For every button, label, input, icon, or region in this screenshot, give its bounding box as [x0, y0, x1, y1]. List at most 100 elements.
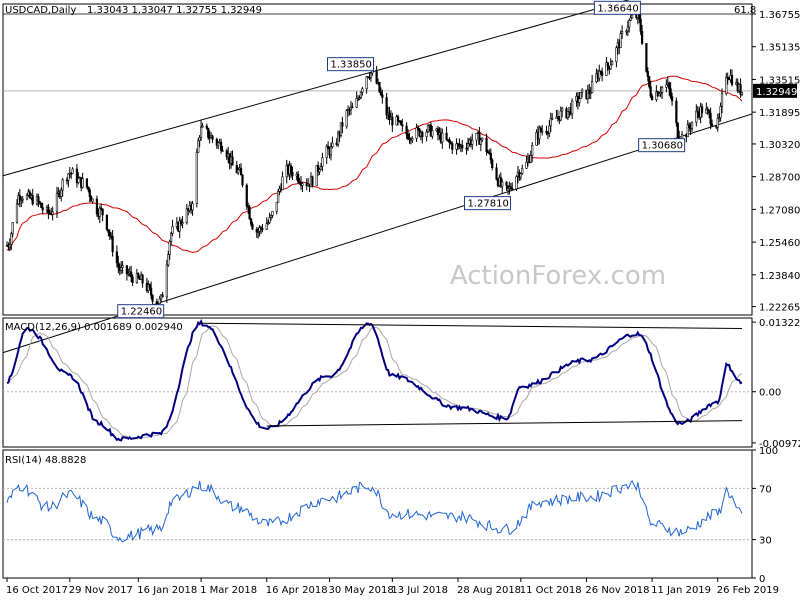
candle-body [237, 169, 240, 174]
candle-body [388, 112, 391, 120]
date-tick-label: 11 Oct 2018 [520, 585, 582, 596]
date-tick-label: 1 Mar 2018 [200, 585, 257, 596]
candle-body [211, 135, 214, 140]
candle-body [471, 139, 474, 145]
candle-body [688, 124, 691, 129]
date-tick-label: 16 Apr 2018 [266, 585, 328, 596]
candle-body [571, 100, 574, 115]
candle-body [406, 134, 410, 140]
candle-body [239, 167, 243, 176]
candle-body [151, 294, 154, 302]
candle-body [135, 273, 138, 284]
candle-body [545, 130, 548, 134]
candle-body [181, 222, 184, 225]
candle-body [539, 127, 542, 132]
rsi-tick-label: 100 [759, 446, 778, 457]
candle-body [660, 86, 664, 93]
candle-body [199, 126, 203, 138]
candle-body [405, 125, 408, 135]
candle-body [481, 137, 484, 141]
candle-body [281, 176, 284, 190]
candle-body [629, 17, 632, 21]
candle-body [486, 151, 490, 154]
candle-body [255, 228, 258, 233]
candle-body [355, 98, 358, 108]
date-tick-label: 26 Nov 2018 [585, 585, 649, 596]
candle-body [259, 227, 263, 229]
candle-body [297, 173, 300, 182]
candle-body [670, 96, 674, 102]
candle-body [421, 132, 424, 138]
candle-body [546, 132, 550, 135]
price-tick-label: 1.36755 [759, 10, 800, 21]
candle-body [171, 226, 174, 234]
candle-body [317, 165, 320, 172]
candle-body [415, 127, 418, 139]
candle-body [271, 211, 274, 216]
candle-body [319, 166, 323, 170]
candle-body [207, 127, 210, 138]
candle-body [201, 125, 204, 128]
candle-body [167, 254, 170, 266]
candle-body [706, 108, 709, 111]
candle-body [425, 131, 428, 138]
candle-body [658, 93, 661, 97]
candle-body [111, 236, 114, 253]
candle-body [98, 207, 101, 217]
candle-body [339, 122, 343, 136]
candle-body [695, 110, 698, 123]
candle-body [598, 70, 601, 79]
candle-body [245, 184, 248, 207]
candle-body [615, 47, 618, 62]
rsi-title: RSI(14) 48.8828 [5, 455, 86, 466]
fib-label: 61.8 [734, 5, 756, 16]
candle-body [265, 223, 268, 230]
candle-body [521, 167, 524, 174]
candle-body [676, 122, 679, 138]
macd-tick-label: -0.009721 [759, 439, 800, 450]
candle-body [549, 118, 552, 127]
rsi-tick-label: 70 [759, 484, 772, 495]
candle-body [648, 76, 651, 87]
candle-body [217, 142, 220, 146]
candle-body [195, 151, 198, 205]
candle-body [739, 84, 742, 95]
candle-body [18, 195, 21, 201]
candle-body [349, 106, 353, 111]
candle-body [165, 264, 168, 298]
candle-body [579, 91, 582, 100]
candle-body [101, 208, 104, 216]
candle-body [168, 241, 171, 255]
candle-body [268, 217, 271, 223]
candle-body [8, 244, 11, 248]
candle-body [47, 206, 50, 214]
candle-body [639, 18, 642, 32]
symbol-label: USDCAD,Daily [5, 5, 76, 16]
candle-body [100, 207, 103, 210]
candle-body [509, 186, 512, 189]
candle-body [696, 110, 699, 114]
candle-body [591, 81, 594, 93]
candle-body [318, 169, 321, 172]
candle-body [489, 152, 492, 161]
candle-body [289, 165, 293, 173]
candle-body [170, 233, 173, 242]
candle-body [396, 116, 400, 122]
rsi-tick-label: 30 [759, 536, 772, 547]
candle-body [448, 139, 451, 143]
candle-body [478, 132, 481, 145]
candle-body [578, 98, 581, 103]
candle-body [511, 188, 514, 190]
candle-body [606, 62, 609, 67]
price-annotation-label: 1.22460 [121, 307, 162, 318]
candle-body [321, 157, 324, 167]
candle-body [401, 124, 404, 127]
candle-body [351, 106, 354, 109]
candle-body [31, 195, 34, 205]
candle-body [475, 132, 478, 141]
candle-body [365, 76, 368, 90]
candle-body [379, 91, 383, 96]
candle-body [219, 141, 223, 151]
candle-body [589, 92, 592, 95]
candle-body [269, 215, 273, 218]
